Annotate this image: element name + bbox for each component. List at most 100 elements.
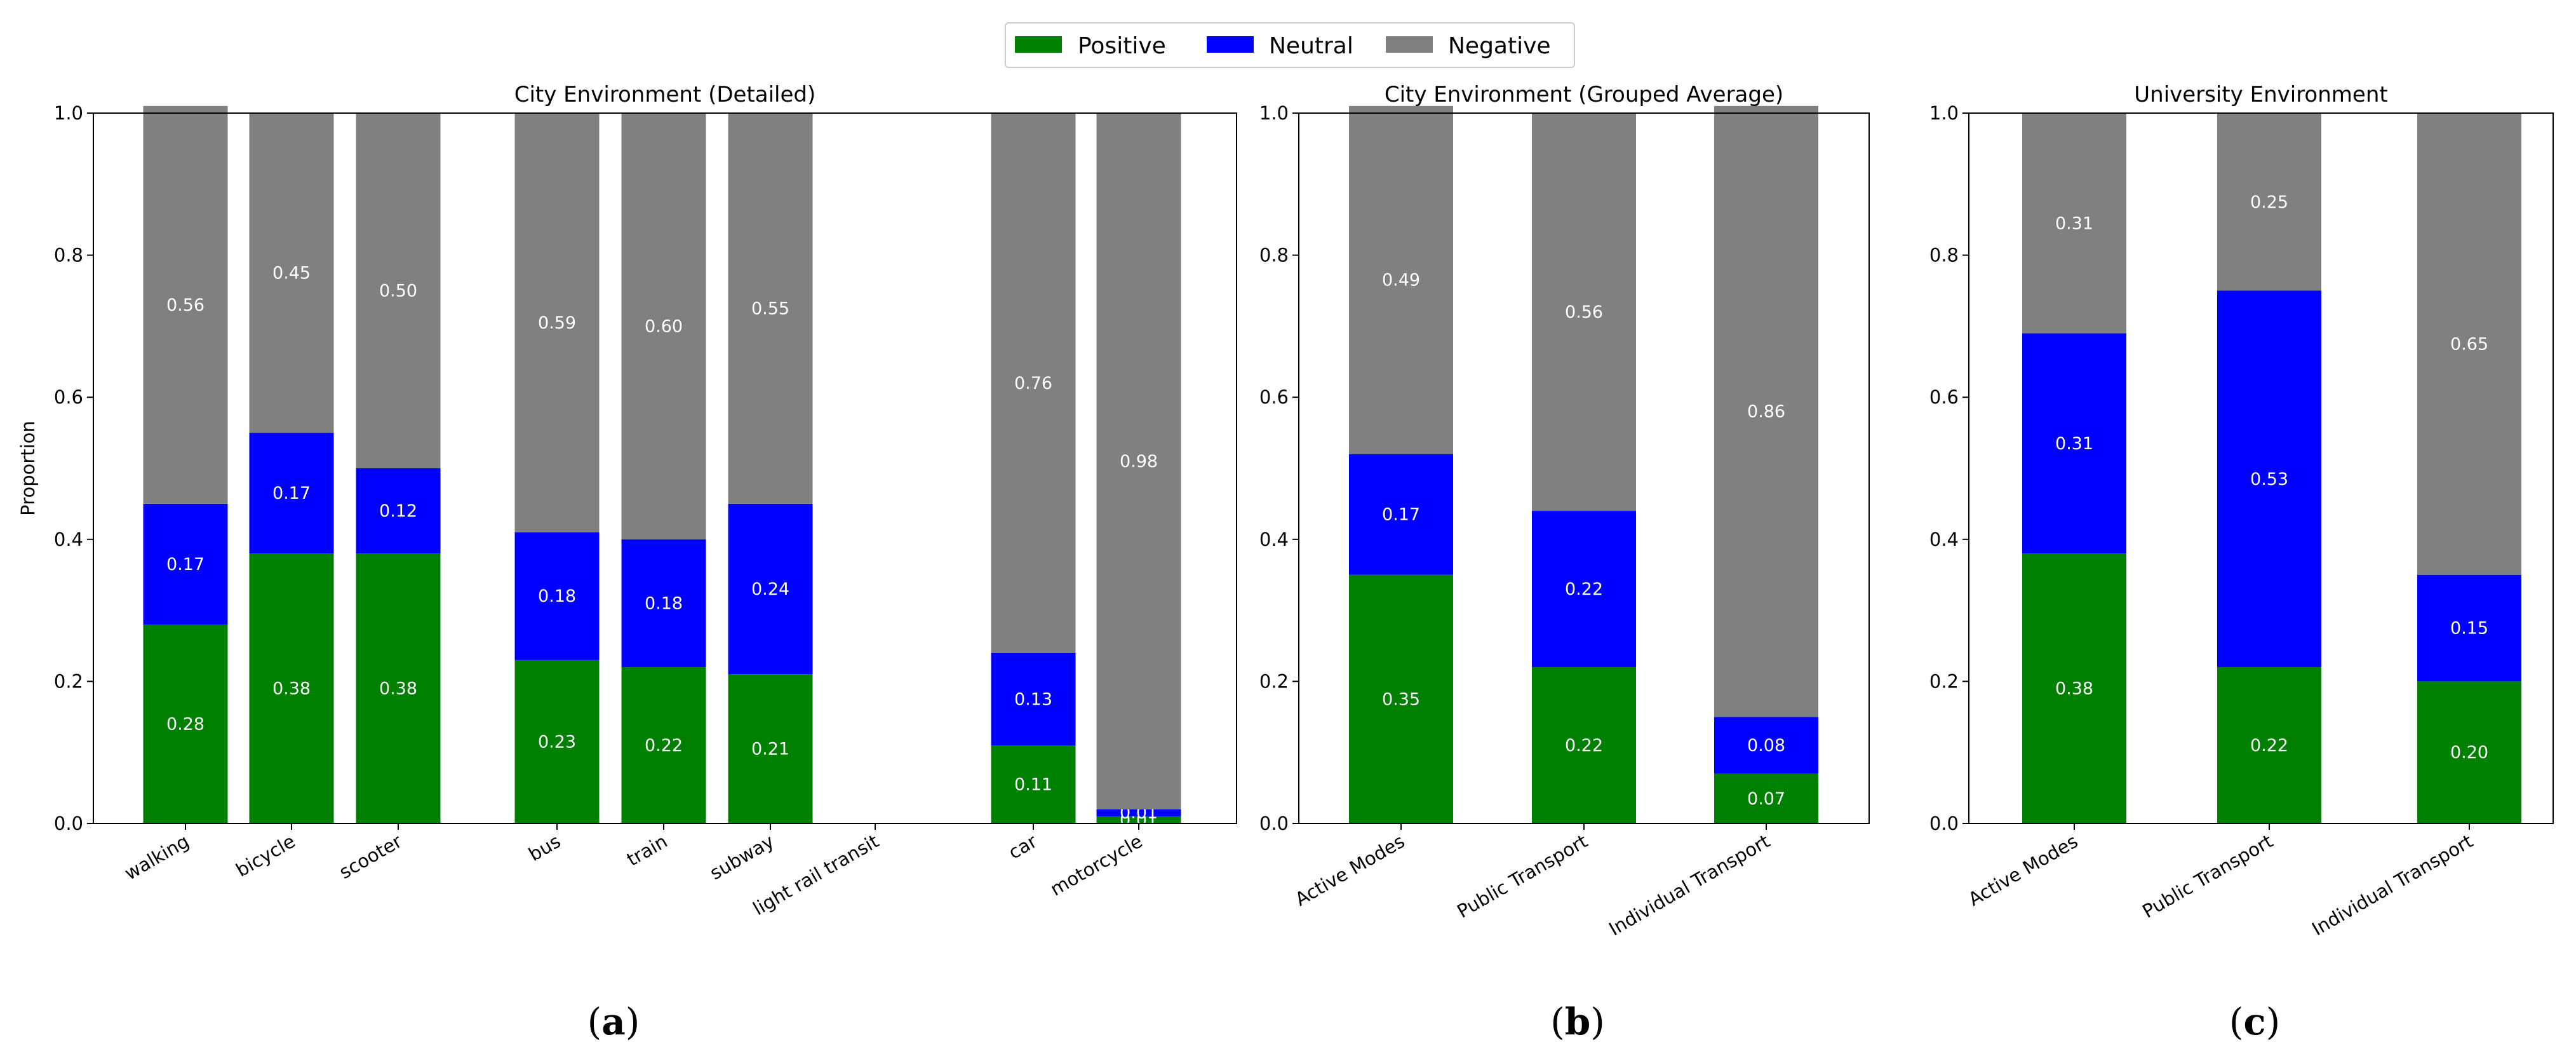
x-tick-label-motorcycle: motorcycle — [1047, 830, 1146, 900]
y-tick-label: 0.2 — [1929, 670, 1959, 692]
value-label-individual-transport-positive: 0.20 — [2450, 743, 2488, 762]
value-label-active-modes-negative: 0.31 — [2055, 213, 2093, 233]
value-label-active-modes-neutral: 0.17 — [1382, 505, 1420, 525]
value-label-active-modes-positive: 0.35 — [1382, 689, 1420, 709]
bar-walking-negative — [143, 105, 228, 504]
bar-active-modes-negative — [1349, 105, 1453, 454]
value-label-walking-negative: 0.56 — [166, 295, 205, 315]
y-tick-label: 0.8 — [1929, 245, 1959, 266]
bar-bus-positive — [514, 660, 600, 823]
bar-scooter-positive — [356, 553, 441, 823]
value-label-walking-neutral: 0.17 — [166, 555, 205, 574]
bar-active-modes-positive — [1349, 574, 1453, 823]
x-tick-label-bicycle: bicycle — [232, 830, 299, 881]
bar-bicycle-neutral — [249, 433, 334, 554]
y-tick-label: 0.2 — [54, 670, 83, 692]
value-label-subway-negative: 0.55 — [751, 299, 789, 318]
caption-b: (b) — [1550, 1000, 1605, 1043]
legend-swatch-negative — [1386, 36, 1433, 53]
value-label-car-negative: 0.76 — [1014, 374, 1052, 393]
bar-public-transport-negative — [2217, 113, 2321, 291]
bar-bus-negative — [514, 113, 600, 532]
legend-label-neutral: Neutral — [1269, 33, 1353, 59]
value-label-bicycle-neutral: 0.17 — [272, 484, 311, 503]
legend-swatch-positive — [1015, 36, 1062, 53]
value-label-public-transport-neutral: 0.53 — [2250, 470, 2288, 489]
value-label-scooter-positive: 0.38 — [379, 679, 417, 699]
bar-scooter-negative — [356, 113, 441, 468]
y-tick-label: 0.6 — [54, 386, 83, 408]
value-label-public-transport-positive: 0.22 — [1565, 736, 1603, 755]
legend-swatch-neutral — [1207, 36, 1254, 53]
value-label-bus-neutral: 0.18 — [538, 586, 576, 606]
legend: Positive Neutral Negative — [1005, 22, 1575, 68]
axes-frame — [1968, 112, 2554, 824]
panel-city-detailed: 0.28 0.17 0.56 0.38 0.17 0.45 0.38 0.12 0.50 0.23… — [17, 82, 1237, 919]
y-tick-label: 0.4 — [1929, 529, 1959, 550]
bar-walking-neutral — [143, 503, 228, 625]
y-tick-label: 0.6 — [1259, 386, 1289, 408]
bar-individual-transport-negative — [1714, 105, 1818, 717]
bar-scooter-neutral — [356, 468, 441, 554]
bar-public-transport-neutral — [1532, 511, 1636, 668]
value-label-walking-positive: 0.28 — [166, 714, 205, 734]
bar-bicycle-negative — [249, 113, 334, 433]
bar-motorcycle-neutral — [1096, 809, 1181, 816]
bar-individual-transport-positive — [1714, 773, 1818, 823]
x-tick-label-public-transport: Public Transport — [1453, 830, 1591, 923]
value-label-bicycle-positive: 0.38 — [272, 679, 311, 699]
bar-train-negative — [621, 113, 706, 539]
legend-frame — [1005, 22, 1575, 68]
value-label-active-modes-positive: 0.38 — [2055, 679, 2093, 699]
caption-a: (a) — [587, 1000, 640, 1043]
legend-label-positive: Positive — [1078, 33, 1166, 59]
bar-car-neutral — [991, 653, 1076, 746]
caption-c: (c) — [2229, 1000, 2281, 1043]
caption-a-letter: a — [601, 1000, 626, 1043]
x-tick-label-active-modes: Active Modes — [1964, 830, 2081, 911]
value-label-active-modes-negative: 0.49 — [1382, 271, 1420, 290]
y-tick-label: 0.8 — [54, 245, 83, 266]
x-tick-label-scooter: scooter — [335, 830, 405, 883]
bar-individual-transport-neutral — [2417, 574, 2521, 682]
value-label-bus-positive: 0.23 — [538, 732, 576, 752]
bar-active-modes-negative — [2022, 113, 2126, 334]
value-label-individual-transport-neutral: 0.15 — [2450, 619, 2488, 639]
bar-active-modes-neutral — [2022, 333, 2126, 554]
bar-subway-negative — [728, 113, 813, 504]
value-label-public-transport-negative: 0.56 — [1565, 302, 1603, 322]
axes-frame — [93, 112, 1237, 824]
value-label-individual-transport-negative: 0.65 — [2450, 334, 2488, 354]
x-tick-label-individual-transport: Individual Transport — [2308, 830, 2476, 940]
y-tick-label: 0.0 — [54, 813, 83, 834]
axes-frame — [1298, 112, 1870, 824]
y-tick-label: 0.4 — [54, 529, 83, 550]
y-tick-label: 1.0 — [1259, 102, 1289, 124]
value-label-train-negative: 0.60 — [645, 316, 683, 336]
panel-university: 0.38 0.31 0.31 0.22 0.53 0.25 0.20 0.15 0.65 0.0 0… — [1929, 82, 2554, 940]
y-tick-label: 1.0 — [54, 102, 83, 124]
value-label-scooter-neutral: 0.12 — [379, 501, 417, 521]
value-label-active-modes-neutral: 0.31 — [2055, 434, 2093, 454]
value-label-bicycle-negative: 0.45 — [272, 264, 311, 283]
bar-individual-transport-negative — [2417, 113, 2521, 575]
value-label-bus-negative: 0.59 — [538, 313, 576, 333]
y-tick-label: 1.0 — [1929, 102, 1959, 124]
bar-motorcycle-negative — [1096, 113, 1181, 809]
bar-car-positive — [991, 745, 1076, 823]
value-label-train-positive: 0.22 — [645, 736, 683, 755]
y-tick-label: 0.2 — [1259, 670, 1289, 692]
chart-title: University Environment — [2134, 82, 2387, 107]
bar-bus-neutral — [514, 532, 600, 660]
bar-active-modes-neutral — [1349, 454, 1453, 575]
value-label-individual-transport-neutral: 0.08 — [1747, 736, 1785, 755]
caption-c-letter: c — [2243, 1000, 2265, 1043]
y-tick-label: 0.0 — [1259, 813, 1289, 834]
bar-subway-positive — [728, 674, 813, 823]
bar-bicycle-positive — [249, 553, 334, 823]
chart-title: City Environment (Grouped Average) — [1385, 82, 1783, 107]
x-tick-label-subway: subway — [706, 830, 778, 884]
bar-train-neutral — [621, 539, 706, 668]
value-label-individual-transport-negative: 0.86 — [1747, 402, 1785, 422]
